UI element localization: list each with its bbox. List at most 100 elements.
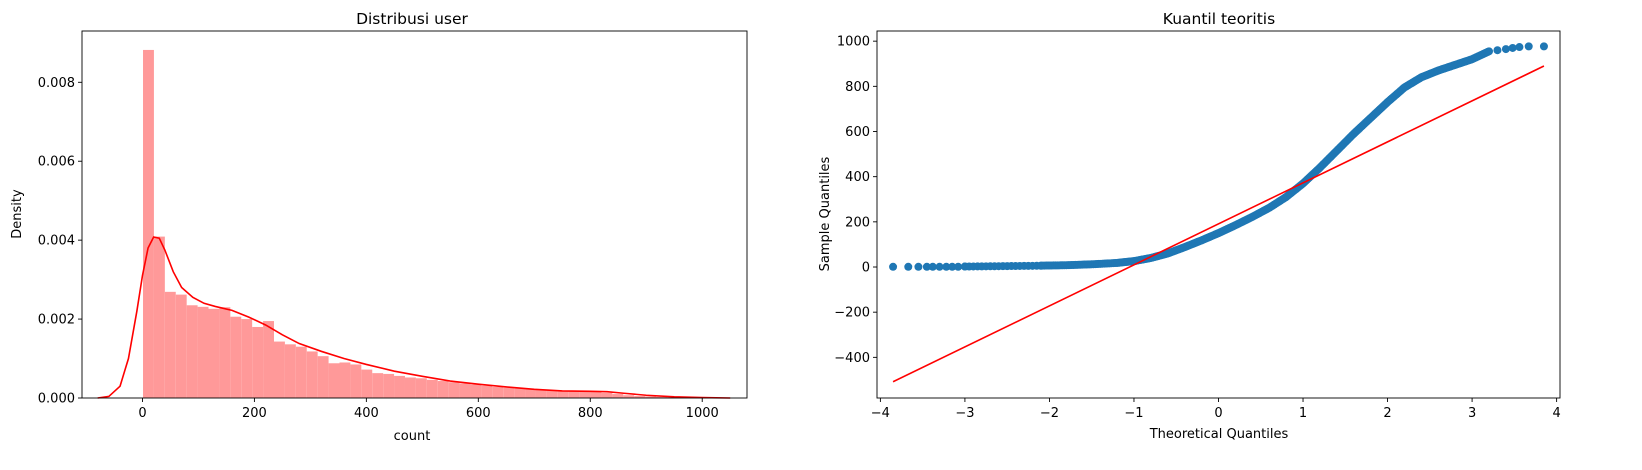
histogram-bar [306, 351, 318, 398]
histogram-bar [273, 341, 285, 398]
histogram-bar [284, 344, 296, 398]
qq-point [1485, 47, 1493, 56]
y-tick-label: 400 [845, 170, 870, 185]
histogram-bar [339, 362, 351, 398]
y-tick-label: 0.006 [38, 155, 75, 170]
histogram-y-ticks: 0.000 0.002 0.004 0.006 0.008 [38, 76, 82, 407]
histogram-bar [263, 321, 274, 398]
histogram-bar [437, 381, 449, 398]
histogram-bar [241, 319, 253, 398]
qq-point [935, 262, 944, 271]
histogram-bar [328, 363, 340, 398]
qq-point [904, 262, 913, 271]
qq-point [1524, 42, 1533, 51]
histogram-bar [546, 390, 558, 398]
y-tick-label: −200 [834, 306, 870, 321]
qq-point [914, 262, 923, 271]
x-tick-label: 3 [1468, 406, 1476, 421]
qq-x-axis-label: Theoretical Quantiles [1149, 427, 1289, 442]
histogram-bar [481, 385, 493, 398]
x-tick-label: 0 [1214, 406, 1222, 421]
histogram-bar [426, 379, 438, 398]
y-tick-label: 600 [845, 125, 870, 140]
histogram-bar [601, 392, 613, 398]
histogram-bar [415, 378, 427, 398]
x-tick-label: 800 [578, 406, 603, 421]
qq-point [922, 262, 931, 271]
histogram-x-axis-label: count [394, 429, 431, 444]
x-tick-label: 0 [138, 406, 146, 421]
qq-reference-line [892, 65, 1545, 383]
histogram-bar [492, 386, 504, 398]
y-tick-label: 0.008 [38, 76, 75, 91]
y-tick-label: −400 [834, 351, 870, 366]
x-tick-label: 600 [466, 406, 491, 421]
histogram-title: Distribusi user [356, 10, 468, 28]
histogram-bar [557, 390, 569, 398]
qq-points [889, 42, 1548, 271]
histogram-bar [372, 373, 384, 398]
histogram-bar [197, 306, 209, 398]
qq-point [928, 262, 937, 271]
histogram-bar [525, 388, 536, 398]
y-tick-label: 200 [845, 215, 870, 230]
y-tick-label: 0 [862, 261, 870, 276]
qq-point [1508, 43, 1517, 52]
histogram-bar [252, 326, 264, 398]
histogram-bar [612, 394, 624, 398]
histogram-bar [404, 377, 416, 398]
histogram-axes-frame [81, 30, 748, 399]
histogram-bar [623, 395, 635, 398]
histogram-bar [383, 373, 395, 398]
histogram-bars [143, 49, 700, 399]
histogram-y-axis-label: Density [10, 189, 25, 239]
qq-y-axis-label: Sample Quantiles [818, 156, 833, 271]
histogram-subplot: Distribusi user 0 200 400 600 800 1000 0.0000… [10, 10, 748, 444]
histogram-bar [153, 236, 165, 398]
kde-curve [97, 236, 731, 399]
histogram-bar [394, 375, 405, 398]
histogram-bar [503, 387, 515, 398]
x-tick-label: −2 [1040, 406, 1059, 421]
qq-point [1539, 42, 1548, 51]
y-tick-label: 0.000 [38, 392, 75, 407]
qq-point [1493, 46, 1502, 55]
y-tick-label: 800 [845, 80, 870, 95]
histogram-bar [350, 364, 362, 398]
x-tick-label: −3 [955, 406, 974, 421]
histogram-bar [645, 396, 657, 398]
histogram-bar [164, 291, 176, 398]
qq-point [1501, 45, 1510, 54]
x-tick-label: 2 [1383, 406, 1391, 421]
qq-point [1515, 43, 1524, 52]
y-tick-label: 0.004 [38, 234, 75, 249]
qq-point [948, 262, 957, 271]
histogram-bar [535, 389, 547, 398]
qq-x-ticks: −4 −3 −2 −1 0 1 2 3 4 [871, 398, 1561, 421]
x-tick-label: −4 [871, 406, 890, 421]
histogram-bar [634, 396, 646, 398]
y-tick-label: 1000 [837, 35, 870, 50]
x-tick-label: 200 [242, 406, 267, 421]
histogram-bar [219, 307, 231, 398]
histogram-bar [448, 382, 460, 398]
qq-axes-frame [876, 30, 1561, 399]
x-tick-label: −1 [1124, 406, 1143, 421]
histogram-bar [656, 396, 667, 398]
qq-point [942, 262, 951, 271]
histogram-bar [568, 390, 580, 398]
histogram-bar [230, 316, 242, 398]
qq-y-ticks: −400 −200 0 200 400 600 800 1000 [834, 35, 877, 366]
histogram-bar [459, 383, 471, 398]
histogram-bar [514, 388, 526, 398]
qq-point [954, 262, 963, 271]
histogram-bar [208, 308, 220, 398]
qq-point [889, 262, 898, 271]
histogram-bar [143, 49, 154, 399]
x-tick-label: 1 [1299, 406, 1307, 421]
histogram-bar [175, 294, 187, 398]
histogram-bar [470, 384, 482, 398]
y-tick-label: 0.002 [38, 313, 75, 328]
histogram-x-ticks: 0 200 400 600 800 1000 [138, 398, 719, 421]
